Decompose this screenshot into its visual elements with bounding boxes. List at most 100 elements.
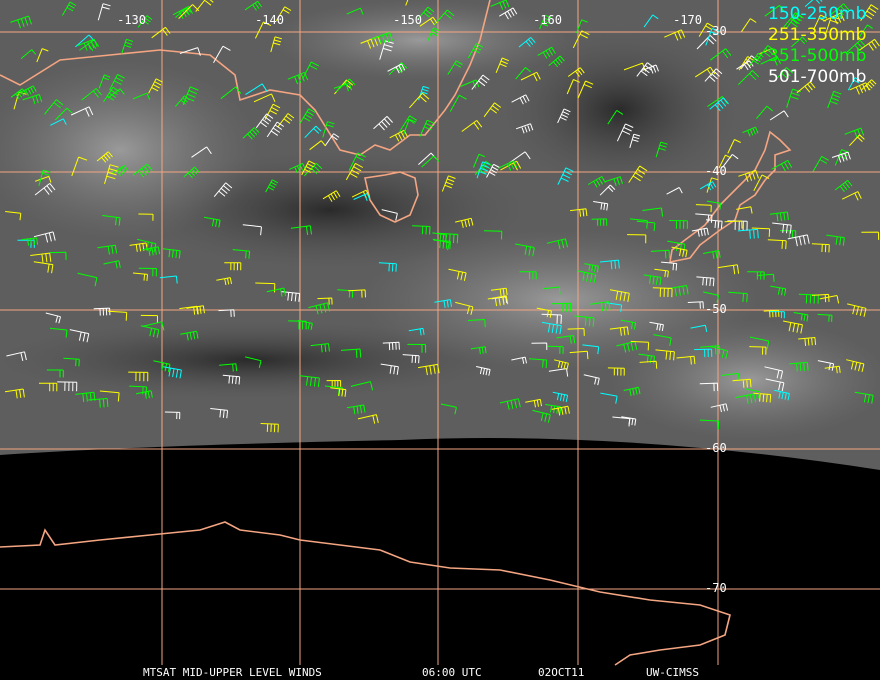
wind-barb xyxy=(834,180,853,193)
wind-barb xyxy=(771,159,793,172)
wind-barb xyxy=(636,220,656,232)
wind-barb xyxy=(218,309,235,317)
wind-barb xyxy=(172,6,193,19)
wind-barb xyxy=(441,175,456,192)
wind-barb xyxy=(859,38,880,51)
wind-barb xyxy=(99,390,120,402)
wind-barb xyxy=(703,291,720,303)
wind-barb xyxy=(844,127,865,139)
wind-barb xyxy=(786,12,804,29)
wind-barb xyxy=(567,328,585,336)
wind-barb xyxy=(191,146,212,158)
wind-barb xyxy=(340,348,362,358)
wind-barb xyxy=(582,344,600,355)
wind-barb xyxy=(81,88,102,101)
wind-barb xyxy=(620,319,637,330)
wind-barb xyxy=(310,343,330,353)
wind-barb xyxy=(455,217,474,228)
wind-barb xyxy=(639,360,658,369)
wind-barb xyxy=(102,215,121,226)
wind-barb xyxy=(732,378,752,388)
wind-barb xyxy=(798,337,817,346)
wind-barb xyxy=(183,166,200,179)
wind-barb xyxy=(787,234,810,247)
wind-barb xyxy=(667,240,686,253)
wind-barb xyxy=(277,113,295,128)
lon-label: -140 xyxy=(255,13,284,27)
wind-barb xyxy=(576,270,597,283)
wind-barb xyxy=(433,239,451,249)
lon-label: -170 xyxy=(673,13,702,27)
wind-barb xyxy=(97,3,111,21)
wind-barb xyxy=(811,243,830,253)
wind-barb xyxy=(270,36,283,53)
wind-barb xyxy=(532,409,551,423)
legend-entry: 501-700mb xyxy=(768,67,866,87)
wind-barb xyxy=(499,7,518,20)
wind-barb xyxy=(219,363,238,372)
wind-barb xyxy=(566,79,580,95)
wind-barb xyxy=(264,103,281,121)
wind-barb xyxy=(691,227,709,237)
wind-barb xyxy=(33,261,54,274)
wind-barb xyxy=(629,133,641,149)
wind-barb xyxy=(121,38,134,55)
wind-barb xyxy=(357,414,379,424)
wind-barb xyxy=(61,1,77,16)
wind-barb xyxy=(164,411,181,420)
wind-barb xyxy=(753,174,770,192)
wind-barb xyxy=(728,291,748,303)
wind-barb xyxy=(71,156,88,177)
wind-barb xyxy=(767,239,787,250)
wind-barb xyxy=(616,123,634,142)
wind-barb xyxy=(638,353,656,364)
wind-barb xyxy=(46,369,64,378)
wind-barb xyxy=(770,311,785,319)
wind-barb xyxy=(583,374,600,386)
wind-barb xyxy=(266,121,285,138)
wind-barb xyxy=(710,403,729,413)
wind-barb xyxy=(487,295,509,307)
wind-barb xyxy=(747,271,765,280)
wind-barb xyxy=(260,423,279,433)
wind-barb xyxy=(438,232,459,244)
wind-barb xyxy=(22,94,43,105)
wind-barb xyxy=(254,21,272,39)
footer-time: 06:00 UTC xyxy=(422,666,482,679)
wind-barb xyxy=(301,160,316,176)
wind-barb xyxy=(350,381,374,391)
wind-barb xyxy=(419,119,435,137)
wind-barb xyxy=(577,80,594,99)
wind-barb xyxy=(621,416,637,426)
wind-barb xyxy=(129,385,147,395)
wind-barb xyxy=(128,371,149,382)
wind-barb xyxy=(783,12,803,28)
wind-barb xyxy=(709,97,729,112)
wind-barb xyxy=(649,321,664,332)
wind-barb xyxy=(111,165,129,177)
wind-barb xyxy=(834,149,849,166)
wind-barb xyxy=(434,299,452,308)
legend-entry: 351-500mb xyxy=(768,46,866,66)
wind-barb xyxy=(88,398,109,408)
wind-barb xyxy=(676,355,696,365)
footer-source: UW-CIMSS xyxy=(646,666,699,679)
wind-barb xyxy=(722,154,739,168)
wind-barb xyxy=(599,184,616,196)
wind-barb xyxy=(346,7,364,15)
wind-barb xyxy=(132,272,148,281)
wind-barb xyxy=(769,110,789,121)
wind-barb xyxy=(380,363,399,375)
wind-barb xyxy=(791,36,808,48)
wind-barb xyxy=(281,291,301,302)
wind-barb xyxy=(520,71,541,82)
wind-barb xyxy=(322,190,341,202)
wind-barb xyxy=(77,272,98,287)
wind-barb xyxy=(232,249,251,259)
wind-barb xyxy=(609,289,630,302)
wind-barb xyxy=(381,209,398,221)
wind-barb xyxy=(304,125,322,139)
wind-barb xyxy=(735,393,757,404)
wind-barb xyxy=(4,388,25,399)
